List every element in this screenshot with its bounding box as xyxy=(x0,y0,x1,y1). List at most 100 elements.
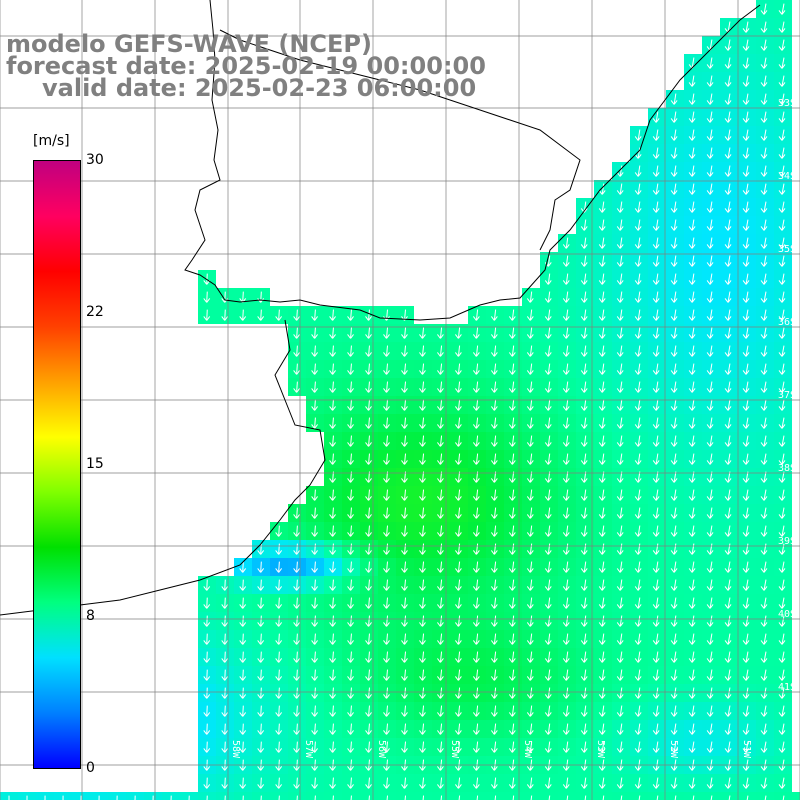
wind-arrow xyxy=(239,309,247,321)
wind-arrow xyxy=(311,669,318,681)
wind-arrow xyxy=(760,507,768,519)
wind-arrow xyxy=(437,417,444,429)
wind-arrow xyxy=(724,561,732,573)
wind-arrow xyxy=(598,651,606,663)
wind-arrow xyxy=(311,651,318,663)
wind-arrow xyxy=(742,57,750,69)
wind-arrow xyxy=(472,507,480,519)
wind-arrow xyxy=(634,561,642,573)
wind-arrow xyxy=(616,327,624,339)
wind-arrow xyxy=(530,795,533,800)
wind-arrow xyxy=(742,705,750,717)
wind-arrow xyxy=(311,579,318,591)
wind-arrow xyxy=(275,705,283,717)
wind-arrow xyxy=(760,777,768,789)
wind-arrow xyxy=(419,615,426,627)
wind-arrow xyxy=(634,669,642,681)
wind-arrow xyxy=(778,435,786,447)
wind-arrow xyxy=(778,201,786,213)
wind-arrow xyxy=(562,651,570,663)
wind-arrow xyxy=(455,525,462,537)
wind-arrow xyxy=(365,381,372,393)
wind-arrow xyxy=(742,525,750,537)
wind-arrow xyxy=(455,489,462,501)
wind-arrow xyxy=(778,669,786,681)
wind-arrow xyxy=(221,687,229,699)
wind-arrow xyxy=(526,525,534,537)
wind-arrow xyxy=(580,363,588,375)
wind-arrow xyxy=(760,633,768,645)
wind-arrow xyxy=(634,597,642,609)
wind-arrow xyxy=(724,129,732,141)
wind-arrow xyxy=(778,219,786,231)
wind-arrow xyxy=(760,399,768,411)
wind-arrow xyxy=(422,795,425,800)
lon-label: 51W xyxy=(741,740,752,759)
wind-arrow xyxy=(760,543,768,555)
wind-arrow xyxy=(526,651,534,663)
wind-arrow xyxy=(670,723,678,735)
colorbar-tick-0: 0 xyxy=(86,760,95,776)
wind-arrow xyxy=(760,561,768,573)
wind-arrow xyxy=(311,633,318,645)
wind-arrow xyxy=(257,741,265,753)
wind-arrow xyxy=(188,795,190,800)
wind-arrow xyxy=(401,327,408,339)
wind-arrow xyxy=(670,579,678,591)
wind-arrow xyxy=(472,705,480,717)
wind-arrow xyxy=(365,525,372,537)
wind-arrow xyxy=(742,543,750,555)
lat-label: 39S xyxy=(777,536,796,547)
wind-arrow xyxy=(311,561,318,573)
wind-arrow xyxy=(742,399,750,411)
wind-arrow xyxy=(688,219,696,231)
wind-arrow xyxy=(580,381,588,393)
wind-arrow xyxy=(347,363,354,375)
wind-arrow xyxy=(544,723,552,735)
wind-arrow xyxy=(437,615,444,627)
wind-arrow xyxy=(490,615,498,627)
wind-arrow xyxy=(652,705,660,717)
wind-arrow xyxy=(778,237,786,249)
wind-arrow xyxy=(724,147,732,159)
wind-arrow xyxy=(329,363,336,375)
wind-arrow xyxy=(383,579,390,591)
coastline xyxy=(0,0,761,616)
wind-arrow xyxy=(544,471,552,483)
wind-arrow xyxy=(598,723,606,735)
wind-arrow xyxy=(706,111,714,123)
wind-arrow xyxy=(760,687,768,699)
wind-cell xyxy=(612,792,630,800)
wind-arrow xyxy=(580,561,588,573)
wind-arrow xyxy=(544,291,552,303)
wind-arrow xyxy=(401,597,408,609)
wind-arrow xyxy=(742,453,750,465)
wind-arrow xyxy=(206,795,208,800)
wind-arrow xyxy=(760,489,768,501)
coastline-south xyxy=(0,319,326,616)
wind-arrow xyxy=(724,57,732,69)
wind-arrow xyxy=(472,633,480,645)
wind-arrow xyxy=(329,561,336,573)
wind-arrow xyxy=(652,651,660,663)
wind-arrow xyxy=(742,201,750,213)
wind-arrow xyxy=(275,615,283,627)
wind-arrow xyxy=(203,651,211,663)
wind-arrow xyxy=(508,435,516,447)
wind-arrow xyxy=(580,687,588,699)
wind-arrow xyxy=(311,615,318,627)
wind-arrow xyxy=(401,507,408,519)
wind-arrow xyxy=(275,723,283,735)
wind-arrow xyxy=(365,345,372,357)
wind-arrow xyxy=(544,453,552,465)
wind-arrow xyxy=(526,309,534,321)
wind-arrow xyxy=(170,795,172,800)
wind-arrow xyxy=(724,597,732,609)
wind-arrow xyxy=(437,507,444,519)
wind-cell xyxy=(558,792,576,800)
wind-arrow xyxy=(386,795,389,800)
wind-arrow xyxy=(365,507,372,519)
lat-label: 37S xyxy=(777,390,796,401)
wind-arrow xyxy=(401,561,408,573)
wind-arrow xyxy=(490,669,498,681)
